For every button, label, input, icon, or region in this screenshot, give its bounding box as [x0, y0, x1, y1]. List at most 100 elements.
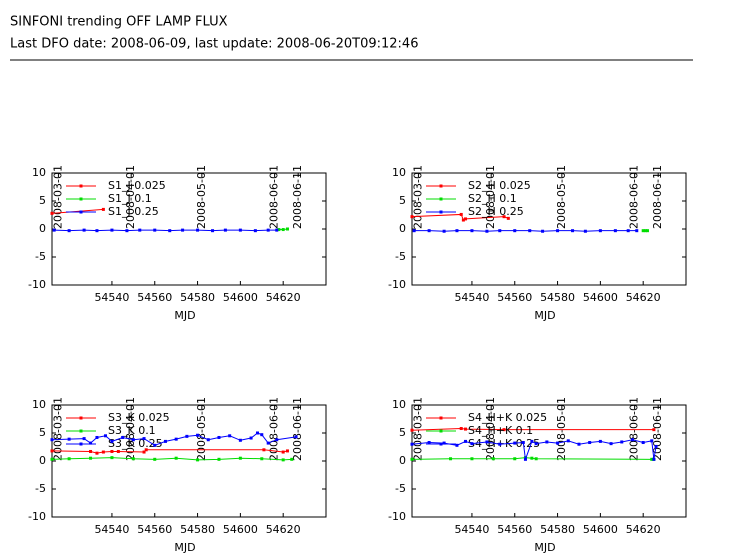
data-point: [217, 435, 221, 439]
data-point: [50, 457, 54, 461]
x-tick-label: 54540: [94, 523, 129, 536]
data-point: [116, 449, 120, 453]
x-tick-label: 54540: [454, 291, 489, 304]
data-point: [521, 441, 525, 445]
y-tick-label: -5: [395, 250, 406, 263]
data-point: [654, 444, 658, 448]
data-point: [410, 457, 414, 461]
y-tick-label: 0: [399, 454, 406, 467]
data-point: [121, 435, 125, 439]
data-point: [217, 457, 221, 461]
x2-tick-label: 2008-06-11: [291, 165, 304, 229]
y-tick-label: 0: [39, 222, 46, 235]
data-point: [410, 428, 414, 432]
legend-label: S3_K 0.25: [108, 437, 163, 450]
data-point: [534, 442, 538, 446]
data-point: [253, 229, 257, 233]
page-subtitle: Last DFO date: 2008-06-09, last update: …: [10, 37, 418, 52]
data-point: [598, 229, 602, 233]
series-line: [54, 229, 277, 232]
data-point: [534, 457, 538, 461]
data-point: [260, 433, 264, 437]
y-tick-label: -10: [388, 278, 406, 291]
legend-label: S3_K 0.1: [108, 424, 156, 437]
data-point: [506, 216, 510, 220]
data-point: [528, 229, 532, 233]
x-axis-label: MJD: [174, 309, 195, 322]
data-point: [275, 228, 279, 232]
data-point: [125, 229, 129, 233]
y-tick-label: 10: [32, 398, 46, 411]
data-point: [50, 211, 54, 215]
y-tick-label: 5: [399, 194, 406, 207]
legend-label: S4_H+K 0.025: [468, 411, 547, 424]
data-point: [174, 437, 178, 441]
x-tick-label: 54620: [266, 291, 301, 304]
data-point: [89, 456, 93, 460]
data-point: [266, 441, 270, 445]
data-point: [196, 228, 200, 232]
data-point: [650, 457, 654, 461]
data-point: [266, 228, 270, 232]
data-point: [613, 229, 617, 233]
data-point: [588, 441, 592, 445]
data-point: [82, 437, 86, 441]
y-tick-label: -10: [28, 278, 46, 291]
data-point: [609, 442, 613, 446]
legend-label: S1_J 0.25: [108, 205, 159, 218]
x2-tick-label: 2008-03-01: [51, 397, 64, 461]
data-point: [89, 441, 93, 445]
data-point: [545, 440, 549, 444]
data-point: [461, 218, 465, 222]
data-point: [556, 441, 560, 445]
x-tick-label: 54580: [540, 291, 575, 304]
data-point: [142, 437, 146, 441]
x2-tick-label: 2008-06-01: [628, 165, 641, 229]
data-point: [410, 442, 414, 446]
data-point: [281, 450, 285, 454]
x-tick-label: 54620: [626, 523, 661, 536]
data-point: [643, 229, 647, 233]
data-point: [131, 438, 135, 442]
data-point: [285, 449, 289, 453]
legend-marker: [439, 442, 443, 446]
data-point: [641, 229, 645, 233]
data-point: [652, 457, 656, 461]
x-tick-label: 54580: [180, 291, 215, 304]
x-tick-label: 54560: [137, 291, 172, 304]
data-point: [410, 215, 414, 219]
data-point: [566, 439, 570, 443]
data-point: [290, 457, 294, 461]
x-tick-label: 54540: [454, 523, 489, 536]
chart: -10 -5 0 5 10 54540 54560 54580 54600 54620 2008-0…: [388, 397, 687, 554]
data-point: [89, 449, 93, 453]
x-tick-label: 54560: [137, 523, 172, 536]
legend-label: S1_J 0.1: [108, 192, 152, 205]
data-point: [442, 229, 446, 233]
data-point: [95, 451, 99, 455]
x-axis-label: MJD: [534, 309, 555, 322]
data-point: [223, 228, 227, 232]
series-line: [52, 432, 297, 446]
legend-marker: [439, 184, 443, 188]
data-point: [498, 442, 502, 446]
x-tick-label: 54600: [583, 291, 618, 304]
data-point: [277, 228, 281, 232]
plot-frame: [51, 404, 327, 518]
chart: -10 -5 0 5 10 54540 54560 54580 54600 54620 2008-0…: [28, 397, 327, 554]
series-line: [414, 230, 637, 232]
x2-tick-label: 2008-06-11: [291, 397, 304, 461]
data-point: [142, 450, 146, 454]
x2-tick-label: 2008-05-01: [555, 397, 568, 461]
data-point: [635, 229, 639, 233]
data-point: [262, 448, 266, 452]
plot-frame: [411, 404, 687, 518]
chart: -10 -5 0 5 10 54540 54560 54580 54600 54620 2008-0…: [388, 165, 687, 322]
data-point: [275, 438, 279, 442]
legend-marker: [439, 210, 443, 214]
x-tick-label: 54560: [497, 523, 532, 536]
x2-tick-label: 2008-06-11: [651, 165, 664, 229]
y-tick-label: 10: [392, 166, 406, 179]
data-point: [168, 229, 172, 233]
data-point: [626, 229, 630, 233]
